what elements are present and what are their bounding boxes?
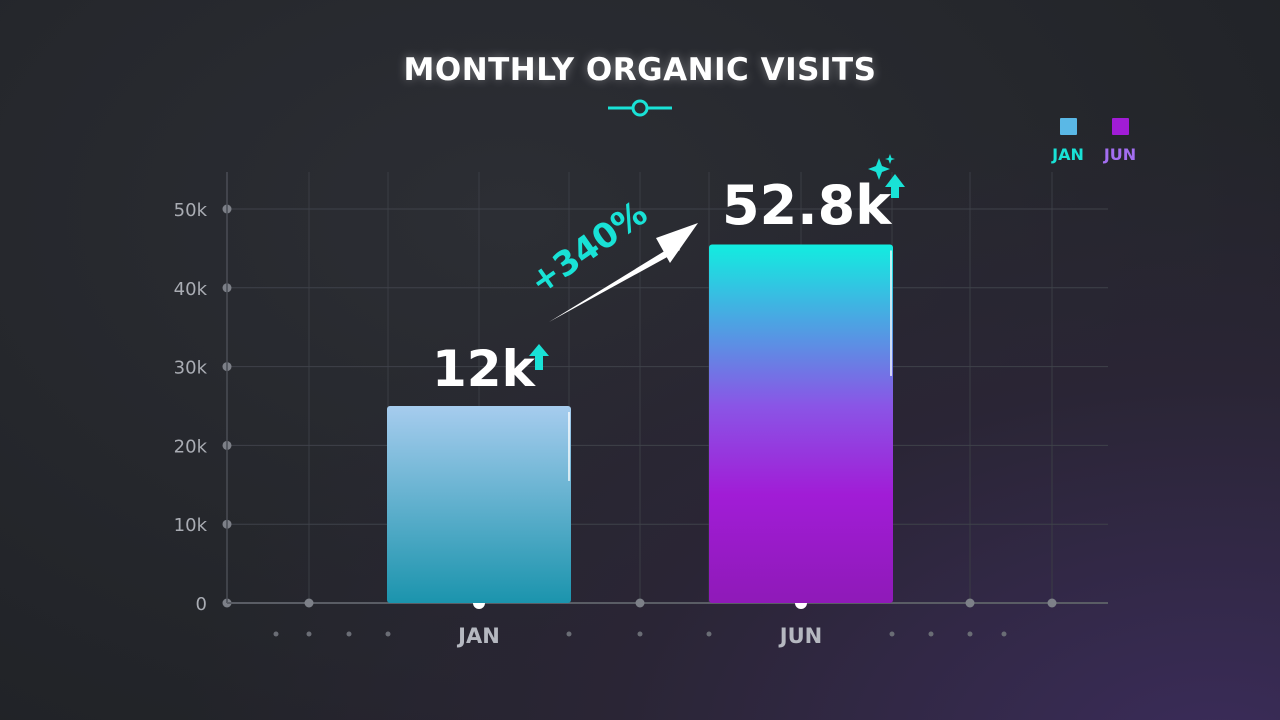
trend-arrow-shaft xyxy=(549,244,680,322)
y-tick-label: 40k xyxy=(174,279,208,300)
x-axis-minor-dot xyxy=(385,631,391,637)
up-arrow-icon-shape xyxy=(885,174,905,198)
sparkle-large xyxy=(868,158,890,180)
bar-jun xyxy=(709,244,893,603)
x-axis-minor-dot xyxy=(967,631,973,637)
bars xyxy=(387,244,893,603)
bar-jan xyxy=(387,406,571,603)
title-ornament-icon xyxy=(608,99,672,117)
legend-swatch-jan xyxy=(1059,118,1077,135)
x-axis-minor-dot xyxy=(346,631,352,637)
bar-jan-highlight xyxy=(568,412,570,481)
x-axis-minor-dot xyxy=(889,631,895,637)
x-axis-minor-dot xyxy=(706,631,712,637)
legend-label-jan: JAN xyxy=(1052,145,1084,164)
up-arrow-icon xyxy=(529,344,549,370)
up-arrow-icon-shape xyxy=(529,344,549,370)
y-tick-label: 50k xyxy=(174,200,208,221)
sparkle-small xyxy=(885,154,895,164)
legend-item-jun: JUN xyxy=(1100,118,1140,164)
y-tick-label: 30k xyxy=(174,358,208,379)
data-label-jun: 52.8k xyxy=(722,174,892,237)
grid xyxy=(227,172,1108,603)
legend: JAN JUN xyxy=(1030,118,1140,178)
x-axis-minor-dot xyxy=(1001,631,1007,637)
trend-arrow-head xyxy=(656,223,698,263)
y-tick-label: 20k xyxy=(174,436,208,457)
x-axis-minor-dot xyxy=(928,631,934,637)
legend-label-jun: JUN xyxy=(1103,145,1137,164)
y-tick-label: 0 xyxy=(196,594,207,615)
x-axis-minor-dot xyxy=(637,631,643,637)
legend-swatch-jun xyxy=(1111,118,1129,135)
legend-item-jan: JAN xyxy=(1048,118,1088,164)
data-label-jan: 12k xyxy=(432,340,537,398)
x-axis-minor-dot xyxy=(306,631,312,637)
x-axis-dot xyxy=(1047,598,1057,608)
x-axis-dot xyxy=(304,598,314,608)
sparkle-icon xyxy=(868,154,895,180)
x-axis-dot xyxy=(635,598,645,608)
x-axis-minor-dot xyxy=(566,631,572,637)
y-tick-label: 10k xyxy=(174,515,208,536)
x-tick-label-jun: JUN xyxy=(778,624,822,648)
chart-title: MONTHLY ORGANIC VISITS xyxy=(403,52,877,88)
trend-arrow-icon xyxy=(549,223,698,322)
bar-jun-highlight xyxy=(890,250,892,376)
x-axis-minor-dot xyxy=(273,631,279,637)
x-tick-label-jan: JAN xyxy=(456,624,500,648)
axes: 0 10k 20k 30k 40k 50k JAN JUN xyxy=(174,172,1108,648)
growth-label: +340% xyxy=(523,193,655,302)
up-arrow-icon xyxy=(885,174,905,198)
x-axis-dot xyxy=(965,598,975,608)
